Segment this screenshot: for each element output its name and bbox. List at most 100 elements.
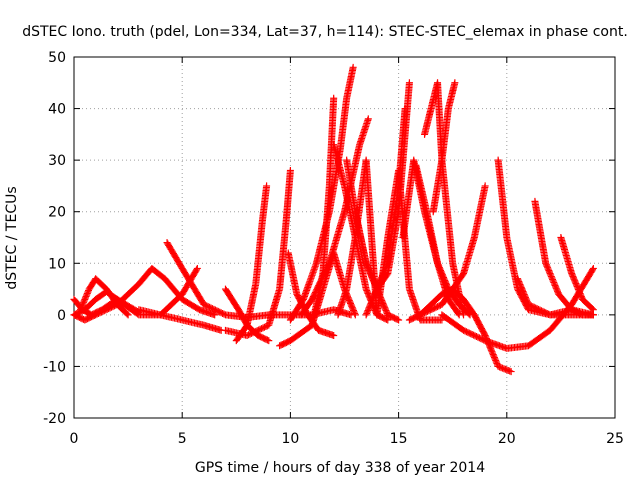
series-5 (135, 306, 225, 334)
data-point (545, 268, 553, 276)
data-point (543, 262, 551, 270)
data-point (123, 310, 131, 318)
data-point (547, 271, 555, 279)
series-25 (416, 182, 489, 319)
data-point (589, 306, 597, 314)
data-point (220, 310, 228, 318)
data-point (549, 275, 557, 283)
series-16 (334, 156, 381, 319)
y-tick-label: 30 (48, 153, 66, 169)
data-point (492, 357, 500, 365)
data-point (79, 300, 87, 308)
data-point (589, 264, 597, 272)
data-point (544, 265, 552, 273)
series-11 (286, 63, 357, 324)
data-point (507, 368, 515, 376)
data-point (286, 166, 294, 174)
plot-frame (73, 56, 616, 419)
data-point (486, 343, 494, 351)
data-point (382, 315, 390, 323)
data-point (544, 264, 552, 272)
data-point (80, 298, 88, 306)
data-point (553, 286, 561, 294)
data-point (553, 287, 561, 295)
x-tick-label: 0 (70, 431, 79, 447)
series-26 (438, 264, 597, 352)
data-point (489, 349, 497, 357)
x-axis-label: GPS time / hours of day 338 of year 2014 (195, 460, 485, 476)
y-tick-label: 20 (48, 205, 66, 221)
x-tick-label: 5 (178, 431, 187, 447)
data-point (330, 331, 338, 339)
data-point (83, 291, 91, 299)
data-point (351, 311, 359, 319)
y-tick-label: -10 (43, 359, 66, 375)
x-tick-label: 10 (281, 431, 299, 447)
data-point (542, 261, 550, 269)
data-point (542, 259, 550, 267)
y-tick-label: -20 (43, 411, 66, 427)
data-point (550, 280, 558, 288)
series-21 (412, 161, 474, 319)
data-point (487, 345, 495, 353)
data-point (549, 277, 557, 285)
data-point (488, 348, 496, 356)
data-point (547, 273, 555, 281)
data-point (83, 289, 91, 297)
series-2 (76, 275, 132, 319)
data-point (551, 281, 559, 289)
x-tick-label: 20 (498, 431, 516, 447)
y-tick-label: 10 (48, 256, 66, 272)
data-point (395, 316, 403, 324)
data-point (349, 63, 357, 71)
data-marks (70, 63, 597, 376)
series-19 (373, 166, 446, 324)
data-point (193, 264, 201, 272)
data-point (82, 292, 90, 300)
data-point (492, 358, 500, 366)
data-point (81, 294, 89, 302)
data-point (489, 351, 497, 359)
data-point (405, 79, 413, 87)
data-point (401, 105, 409, 113)
data-point (330, 94, 338, 102)
series-3 (70, 264, 201, 319)
series-30 (557, 234, 597, 314)
data-point (265, 337, 273, 345)
y-tick-label: 40 (48, 102, 66, 118)
axis-ticks: 0 5 10 15 20 25 -20 -10 0 10 20 30 40 50 (43, 50, 624, 447)
series-8 (221, 166, 294, 339)
data-point (351, 309, 359, 317)
y-axis-label: dSTEC / TECUs (4, 186, 20, 289)
data-point (552, 283, 560, 291)
data-point (263, 182, 271, 190)
data-point (84, 288, 92, 296)
data-point (545, 267, 553, 275)
x-tick-label: 15 (390, 431, 408, 447)
data-point (193, 266, 201, 274)
data-point (80, 297, 88, 305)
data-point (493, 359, 501, 367)
data-point (81, 295, 89, 303)
data-point (548, 274, 556, 282)
data-point (490, 352, 498, 360)
x-tick-label: 25 (606, 431, 624, 447)
data-point (263, 336, 271, 344)
data-point (491, 355, 499, 363)
data-point (552, 284, 560, 292)
y-tick-label: 0 (57, 308, 66, 324)
y-tick-label: 50 (48, 50, 66, 66)
data-point (490, 354, 498, 362)
data-point (481, 182, 489, 190)
data-point (451, 79, 459, 87)
data-point (487, 346, 495, 354)
data-point (588, 305, 596, 313)
data-point (211, 311, 219, 319)
data-point (546, 270, 554, 278)
series-24 (429, 79, 459, 216)
data-point (393, 315, 401, 323)
data-point (460, 311, 468, 319)
data-point (124, 311, 132, 319)
data-point (364, 115, 372, 123)
